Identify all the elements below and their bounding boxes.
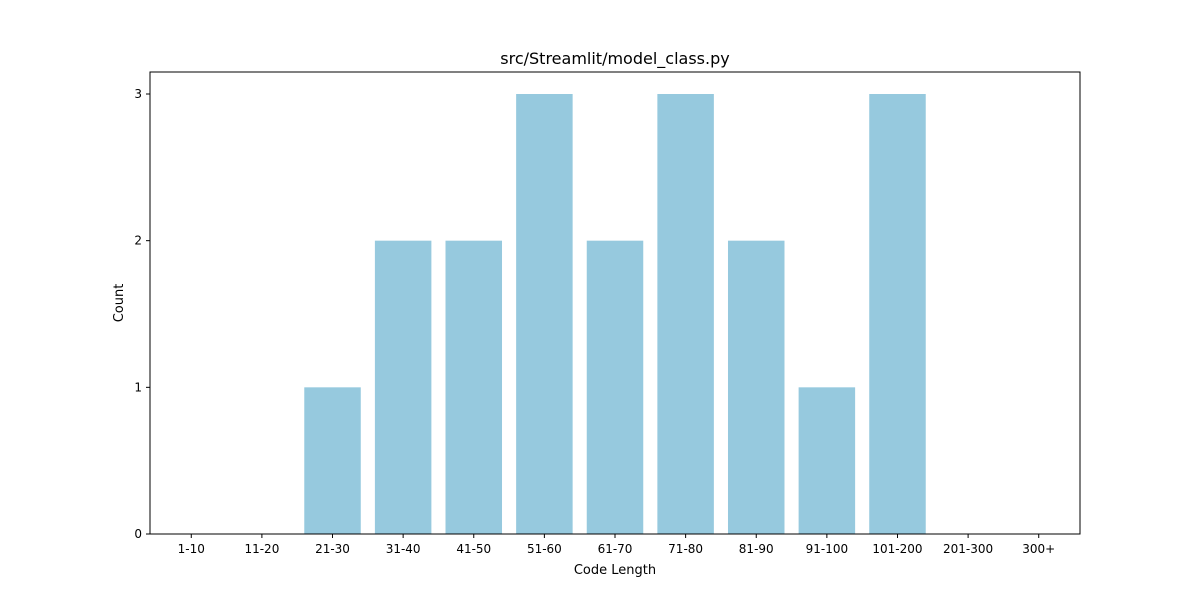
x-tick-label: 1-10 [178,542,205,556]
x-tick-label: 51-60 [527,542,562,556]
y-tick-label: 1 [134,380,142,394]
x-tick-label: 101-200 [872,542,922,556]
y-tick-label: 0 [134,527,142,541]
bar-61-70 [586,240,644,535]
y-tick-label: 3 [134,87,142,101]
x-axis: 1-10 11-20 21-30 31-40 41-50 51-60 61-70 71-80 8… [178,534,1055,556]
bar-91-100 [798,387,856,534]
x-tick-label: 91-100 [806,542,849,556]
bar-101-200 [869,94,926,534]
bar-21-30 [304,387,361,534]
y-axis-label: Count [112,284,127,323]
x-tick-label: 300+ [1022,542,1055,556]
x-tick-label: 31-40 [386,542,421,556]
x-tick-label: 81-90 [739,542,774,556]
y-tick-label: 2 [134,234,142,248]
x-tick-label: 71-80 [668,542,703,556]
bar-81-90 [727,240,785,535]
chart-title: src/Streamlit/model_class.py [500,49,729,69]
bar-31-40 [374,240,432,535]
y-axis: 0 1 2 3 [134,87,150,541]
bar-41-50 [445,240,503,535]
x-tick-label: 21-30 [315,542,350,556]
bar-71-80 [657,94,714,534]
bar-51-60 [516,94,573,534]
x-tick-label: 201-300 [943,542,993,556]
bars-group [304,94,926,535]
x-tick-label: 11-20 [244,542,279,556]
x-axis-label: Code Length [574,563,656,578]
x-tick-label: 61-70 [598,542,633,556]
x-tick-label: 41-50 [456,542,491,556]
